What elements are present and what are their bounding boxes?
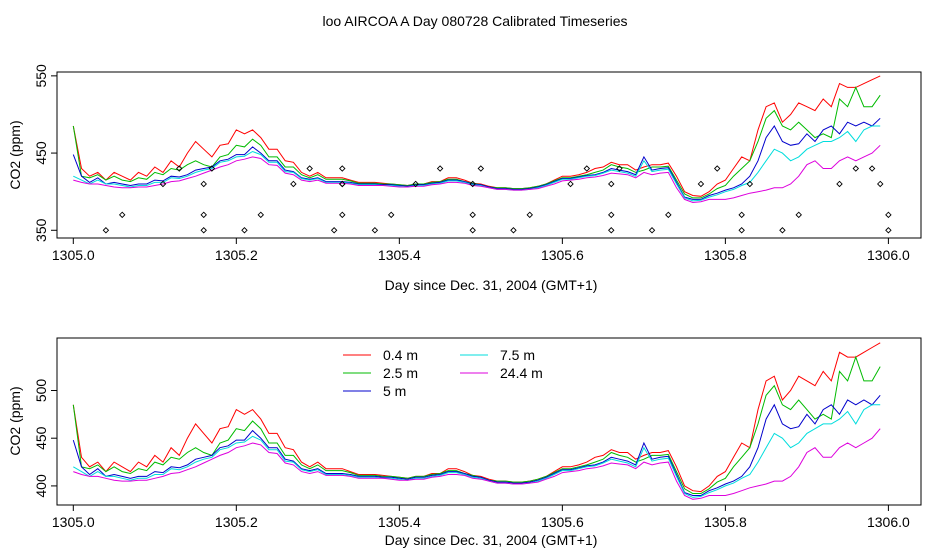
top-scatter-point-0 <box>102 227 110 234</box>
top-scatter-point-42 <box>836 180 843 188</box>
top-scatter-point-1 <box>118 211 126 219</box>
chart-title: loo AIRCOA A Day 080728 Calibrated Times… <box>322 13 627 29</box>
top-series-line-2 <box>72 117 881 200</box>
bottom-series-group <box>72 342 881 500</box>
bottom-series-line-0 <box>72 342 881 493</box>
legend: 0.4 m 2.5 m 5 m 7.5 m 24.4 m <box>343 347 543 399</box>
top-plot-frame <box>56 71 922 239</box>
top-scatter-point-33 <box>648 227 656 234</box>
top-scatter-point-15 <box>339 165 346 172</box>
top-y-tick-label-0: 350 <box>33 218 49 242</box>
top-scatter-point-35 <box>697 180 705 188</box>
top-scatter-point-13 <box>339 211 346 219</box>
top-scatter-point-28 <box>583 165 591 172</box>
top-panel: 1305.0 1305.2 1305.4 1305.6 1305.8 1306.0 350… <box>7 64 922 293</box>
top-scatter-point-19 <box>412 180 419 188</box>
top-scatter-point-8 <box>241 227 248 234</box>
legend-label-4: 24.4 m <box>500 365 543 381</box>
bottom-x-tick-label-3: 1305.6 <box>541 514 584 530</box>
top-scatter-point-12 <box>330 227 338 234</box>
top-scatter-point-40 <box>779 227 786 234</box>
bottom-series-line-4 <box>73 428 881 500</box>
bottom-x-tick-label-4: 1305.8 <box>704 514 747 530</box>
top-scatter-point-44 <box>868 165 876 172</box>
top-x-tick-label-1: 1305.2 <box>215 247 258 263</box>
top-x-axis: 1305.0 1305.2 1305.4 1305.6 1305.8 1306.0 <box>52 238 910 263</box>
top-scatter-point-32 <box>616 165 623 172</box>
bottom-y-axis: 400 450 500 <box>33 379 57 498</box>
top-scatter-point-31 <box>608 180 615 188</box>
bottom-x-axis-title: Day since Dec. 31, 2004 (GMT+1) <box>385 532 598 548</box>
top-series-line-0 <box>72 75 881 197</box>
top-scatter-point-47 <box>885 227 892 234</box>
top-series-line-3 <box>73 125 881 202</box>
bottom-x-tick-label-5: 1306.0 <box>867 514 910 530</box>
top-series-group <box>72 75 881 204</box>
top-scatter-point-43 <box>852 165 860 172</box>
legend-label-2: 5 m <box>383 383 406 399</box>
top-y-axis-title: CO2 (ppm) <box>7 120 23 189</box>
bottom-x-tick-label-1: 1305.2 <box>215 514 258 530</box>
bottom-series-line-2 <box>72 394 881 496</box>
top-scatter-point-20 <box>436 165 444 172</box>
top-scatter-point-9 <box>257 211 265 219</box>
bottom-y-tick-label-2: 500 <box>33 379 49 403</box>
top-scatter-point-41 <box>795 211 802 219</box>
bottom-y-axis-title: CO2 (ppm) <box>7 386 23 455</box>
top-scatter-point-3 <box>176 165 183 172</box>
top-scatter-point-39 <box>746 180 754 188</box>
top-y-axis: 350 450 550 <box>33 64 57 242</box>
top-scatter-point-6 <box>200 180 207 188</box>
top-scatter-point-38 <box>738 211 745 219</box>
top-scatter-point-30 <box>608 211 615 219</box>
top-scatter-point-37 <box>738 227 745 234</box>
top-scatter-point-7 <box>208 165 216 172</box>
top-scatter-point-11 <box>306 165 313 172</box>
top-scatter-point-23 <box>469 180 476 188</box>
top-scatter-point-17 <box>371 227 379 234</box>
top-scatter-point-22 <box>469 211 476 219</box>
bottom-x-axis: 1305.0 1305.2 1305.4 1305.6 1305.8 1306.0 <box>52 505 910 530</box>
top-scatter-point-10 <box>290 180 297 188</box>
top-scatter-point-36 <box>713 165 721 172</box>
bottom-series-line-3 <box>73 404 881 498</box>
top-scatter-point-16 <box>339 180 346 188</box>
top-x-tick-label-0: 1305.0 <box>52 247 95 263</box>
top-x-tick-label-3: 1305.6 <box>541 247 584 263</box>
top-scatter-point-27 <box>567 180 574 188</box>
top-scatter-point-24 <box>477 165 485 172</box>
top-x-tick-label-5: 1306.0 <box>867 247 910 263</box>
top-scatter-point-21 <box>469 227 476 234</box>
top-scatter-point-46 <box>885 211 892 219</box>
top-scatter-point-25 <box>510 227 517 234</box>
top-y-tick-label-2: 550 <box>33 64 49 88</box>
top-y-tick-label-1: 450 <box>33 141 49 165</box>
bottom-x-tick-label-0: 1305.0 <box>52 514 95 530</box>
top-x-axis-title: Day since Dec. 31, 2004 (GMT+1) <box>385 277 598 293</box>
top-scatter-point-29 <box>608 227 615 234</box>
bottom-y-tick-label-1: 450 <box>33 426 49 450</box>
top-scatter-point-4 <box>200 227 207 234</box>
bottom-y-tick-label-0: 400 <box>33 474 49 498</box>
bottom-x-tick-label-2: 1305.4 <box>378 514 421 530</box>
top-x-tick-label-2: 1305.4 <box>378 247 421 263</box>
legend-label-1: 2.5 m <box>383 365 418 381</box>
top-scatter-point-18 <box>387 211 395 219</box>
top-scatter-group <box>102 165 892 234</box>
bottom-panel: 1305.0 1305.2 1305.4 1305.6 1305.8 1306.0 400… <box>7 337 922 548</box>
top-scatter-point-45 <box>877 180 884 188</box>
top-scatter-point-26 <box>526 211 533 219</box>
top-scatter-point-2 <box>159 180 167 188</box>
legend-label-3: 7.5 m <box>500 347 535 363</box>
top-x-tick-label-4: 1305.8 <box>704 247 747 263</box>
legend-label-0: 0.4 m <box>383 347 418 363</box>
top-scatter-point-5 <box>200 211 207 219</box>
top-scatter-point-34 <box>665 211 672 219</box>
bottom-plot-frame <box>56 337 922 506</box>
top-series-line-4 <box>73 144 881 204</box>
